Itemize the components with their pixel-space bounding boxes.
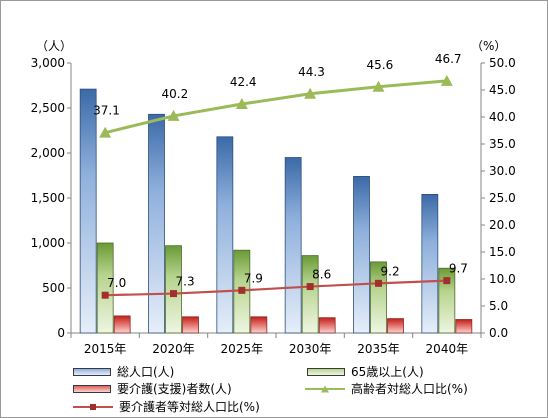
- legend-swatch-elderly-ratio: [305, 384, 345, 394]
- bar-care-required: [113, 315, 131, 334]
- bar-aged-65-plus: [438, 267, 456, 334]
- line-care-ratio: [105, 279, 447, 297]
- marker-care-ratio: [306, 283, 314, 291]
- data-label-care-ratio: 7.3: [176, 275, 195, 289]
- right-axis-tick-label: 10.0: [489, 272, 516, 286]
- legend-item-care-required: 要介護(支援)者数(人): [73, 380, 232, 397]
- left-axis-unit: （人）: [36, 39, 72, 53]
- bar-total-population: [216, 136, 234, 334]
- data-label-care-ratio: 7.0: [107, 276, 126, 290]
- legend-label-care-required: 要介護(支援)者数(人): [117, 382, 232, 396]
- x-axis-tick-label: 2015年: [84, 342, 127, 356]
- bar-care-required: [455, 319, 473, 334]
- right-axis-unit: （%）: [471, 39, 506, 53]
- bar-care-required: [250, 316, 268, 334]
- x-axis-tick-label: 2025年: [221, 342, 264, 356]
- marker-care-ratio: [101, 291, 109, 299]
- bar-total-population: [353, 175, 370, 334]
- lines: [99, 74, 453, 299]
- marker-care-ratio: [170, 290, 177, 298]
- bar-total-population: [79, 88, 97, 334]
- marker-elderly-ratio: [440, 74, 453, 86]
- legend: 総人口(人) 65歳以上(人) 要介護(支援)者数(人) 高齢者対総人口比(%)…: [73, 363, 533, 417]
- legend-swatch-care-ratio: [73, 402, 113, 412]
- data-label-elderly-ratio: 40.2: [162, 87, 189, 101]
- line-elderly-ratio: [104, 79, 447, 135]
- legend-item-total-population: 総人口(人): [73, 363, 174, 380]
- left-axis-tick-label: 1,500: [31, 191, 65, 205]
- left-axis-tick-label: 2,000: [31, 146, 65, 160]
- right-axis-tick-label: 0.0: [489, 326, 508, 340]
- right-axis-tick-label: 35.0: [489, 137, 516, 151]
- left-axis-tick-label: 1,000: [31, 236, 65, 250]
- bar-aged-65-plus: [96, 242, 114, 334]
- data-labels: 37.1 40.2 42.4 44.3 45.6 46.7 7.0 7.3 7.9 8.6 9.2 9…: [93, 52, 468, 290]
- legend-label-care-ratio: 要介護者等対総人口比(%): [119, 400, 260, 414]
- bar-total-population: [421, 193, 439, 334]
- data-label-elderly-ratio: 45.6: [367, 58, 394, 72]
- data-label-care-ratio: 9.7: [449, 262, 468, 276]
- data-label-elderly-ratio: 37.1: [93, 104, 120, 118]
- right-axis-tick-label: 40.0: [489, 110, 516, 124]
- marker-care-ratio: [443, 277, 451, 285]
- legend-item-elderly-ratio: 高齢者対総人口比(%): [305, 380, 468, 397]
- bar-total-population: [284, 157, 302, 334]
- legend-swatch-total-population: [73, 367, 111, 376]
- marker-elderly-ratio: [99, 126, 112, 138]
- legend-item-care-ratio: 要介護者等対総人口比(%): [73, 398, 260, 415]
- legend-item-aged-65-plus: 65歳以上(人): [307, 363, 424, 380]
- marker-elderly-ratio: [372, 80, 385, 92]
- right-axis-tick-label: 5.0: [489, 299, 508, 313]
- data-label-elderly-ratio: 46.7: [435, 52, 462, 66]
- left-axis-tick-label: 0: [57, 326, 65, 340]
- marker-care-ratio: [238, 286, 246, 294]
- right-axis-tick-label: 50.0: [489, 56, 516, 70]
- marker-elderly-ratio: [304, 87, 317, 99]
- bar-care-required: [182, 316, 199, 334]
- x-axis-tick-label: 2030年: [289, 342, 332, 356]
- bar-aged-65-plus: [301, 255, 319, 334]
- axes: 0 500 1,000 1,500 2,000 2,500 3,000 0.0 5.0 10.0 1…: [31, 56, 516, 356]
- left-axis-tick-label: 3,000: [31, 56, 65, 70]
- bar-care-required: [387, 318, 404, 334]
- data-label-elderly-ratio: 44.3: [298, 65, 325, 79]
- x-axis-tick-label: 2020年: [152, 342, 195, 356]
- marker-elderly-ratio: [167, 109, 180, 121]
- data-label-care-ratio: 9.2: [381, 264, 400, 278]
- left-axis-tick-label: 2,500: [31, 101, 65, 115]
- bar-aged-65-plus: [165, 245, 182, 334]
- right-axis-tick-label: 30.0: [489, 164, 516, 178]
- left-axis-tick-label: 500: [42, 281, 65, 295]
- right-axis-tick-label: 15.0: [489, 245, 516, 259]
- bar-aged-65-plus: [370, 261, 387, 334]
- x-axis-tick-label: 2040年: [426, 342, 469, 356]
- bars: [79, 88, 473, 334]
- legend-swatch-aged-65-plus: [307, 367, 345, 376]
- bar-total-population: [148, 113, 165, 334]
- bar-care-required: [318, 317, 336, 334]
- legend-swatch-care-required: [73, 384, 111, 393]
- legend-label-total-population: 総人口(人): [117, 365, 175, 379]
- x-axis-tick-label: 2035年: [357, 342, 400, 356]
- data-label-care-ratio: 7.9: [244, 271, 263, 285]
- marker-care-ratio: [375, 279, 382, 287]
- right-axis-tick-label: 25.0: [489, 191, 516, 205]
- legend-label-elderly-ratio: 高齢者対総人口比(%): [351, 382, 468, 396]
- right-axis-tick-label: 20.0: [489, 218, 516, 232]
- data-label-elderly-ratio: 42.4: [230, 75, 257, 89]
- data-label-care-ratio: 8.6: [312, 268, 331, 282]
- marker-elderly-ratio: [235, 98, 248, 110]
- legend-label-aged-65-plus: 65歳以上(人): [351, 365, 424, 379]
- right-axis-tick-label: 45.0: [489, 83, 516, 97]
